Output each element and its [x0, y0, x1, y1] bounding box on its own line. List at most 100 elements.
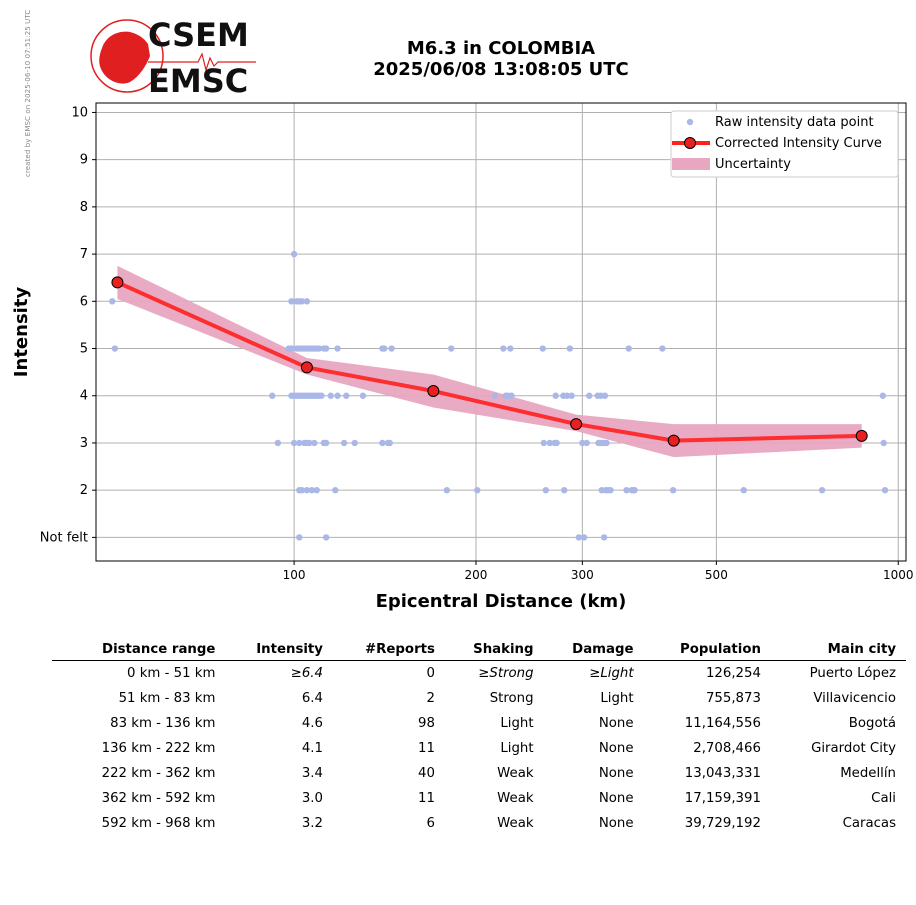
header-reports: #Reports — [332, 640, 445, 661]
row-shaking: Weak — [497, 815, 534, 831]
uncertainty-band-layer — [117, 265, 862, 458]
curve-marker — [111, 276, 124, 289]
header-shaking: Shaking — [444, 640, 544, 661]
row-intensity: 3.2 — [301, 815, 323, 831]
legend-box — [670, 110, 899, 178]
legend-swatch-raw — [686, 118, 694, 126]
y-tick-label: 6 — [80, 294, 88, 309]
row-damage: ≥Light — [589, 665, 634, 681]
raw-data-point — [318, 392, 325, 399]
x-tick-label: 1000 — [883, 568, 914, 582]
raw-data-point — [631, 486, 638, 494]
row-distance-range: 592 km - 968 km — [101, 815, 216, 831]
legend-label-raw: Raw intensity data point — [715, 115, 874, 130]
table-row: 362 km - 592 km 3.0 11 Weak None 17,159,391 Ca… — [52, 786, 906, 811]
row-intensity: 4.6 — [301, 715, 323, 731]
raw-data-point — [563, 392, 571, 399]
table-header-row: Distance range Intensity #Reports Shakin… — [52, 640, 906, 661]
row-population: 39,729,192 — [684, 815, 761, 831]
raw-data-point — [443, 486, 451, 494]
y-tick-label: 2 — [80, 483, 88, 498]
row-damage: None — [598, 765, 634, 781]
raw-data-point — [334, 345, 341, 352]
row-reports: 2 — [426, 690, 435, 706]
row-population: 13,043,331 — [684, 765, 761, 781]
y-tick-label: 5 — [80, 342, 88, 357]
row-shaking: ≥Strong — [478, 665, 534, 681]
raw-data-point — [313, 486, 320, 494]
table-row: 592 km - 968 km 3.2 6 Weak None 39,729,192 Car… — [52, 811, 906, 836]
row-intensity: 3.0 — [301, 790, 323, 806]
logo-text-csem: CSEM — [148, 18, 249, 54]
y-tick-label: 8 — [80, 200, 88, 215]
raw-data-point — [508, 392, 515, 399]
x-axis-label: Epicentral Distance (km) — [376, 591, 627, 612]
raw-data-point — [109, 298, 116, 305]
raw-data-point — [332, 486, 339, 494]
raw-data-point — [308, 486, 316, 494]
raw-data-point — [669, 486, 677, 494]
corrected-curve-layer — [111, 276, 868, 447]
raw-data-point — [290, 250, 298, 258]
raw-data-point — [539, 345, 546, 352]
row-distance-range: 0 km - 51 km — [127, 665, 216, 681]
header-population: Population — [643, 640, 771, 661]
header-damage: Damage — [543, 640, 644, 661]
row-main-city: Caracas — [842, 815, 896, 831]
row-intensity: 6.4 — [301, 690, 323, 706]
raw-data-point — [298, 486, 306, 494]
row-main-city: Bogotá — [848, 715, 896, 731]
emsc-logo: CSEM EMSC — [90, 18, 256, 98]
raw-data-point — [388, 345, 395, 352]
logo-globe — [90, 19, 164, 93]
raw-data-point — [340, 439, 348, 447]
y-tick-label: 3 — [80, 436, 88, 451]
corrected-intensity-curve — [116, 280, 862, 443]
raw-data-point — [322, 534, 330, 541]
raw-data-point — [603, 439, 610, 447]
row-main-city: Villavicencio — [813, 690, 896, 706]
raw-data-point — [111, 345, 119, 352]
raw-data-point — [381, 345, 388, 352]
raw-data-point — [474, 486, 481, 494]
row-main-city: Cali — [871, 790, 896, 806]
intensity-chart: 100 200 300 500 1000 Not felt 2 3 4 5 6 7 8 9 10 Epice… — [11, 102, 914, 612]
logo-text-emsc: EMSC — [148, 62, 248, 98]
raw-data-point — [552, 392, 559, 399]
row-distance-range: 136 km - 222 km — [101, 740, 216, 756]
raw-data-point — [880, 439, 887, 447]
row-damage: None — [598, 790, 634, 806]
row-population: 2,708,466 — [693, 740, 761, 756]
row-reports: 11 — [417, 790, 435, 806]
header-intensity: Intensity — [225, 640, 333, 661]
legend-label-curve: Corrected Intensity Curve — [715, 136, 882, 151]
raw-data-point — [288, 345, 295, 352]
raw-data-point — [322, 439, 330, 447]
raw-data-point — [351, 439, 358, 447]
row-population: 17,159,391 — [684, 790, 761, 806]
raw-data-point — [386, 439, 393, 447]
table-row: 83 km - 136 km 4.6 98 Light None 11,164,556 Bo… — [52, 711, 906, 736]
raw-data-point — [879, 392, 887, 399]
raw-data-point — [448, 345, 455, 352]
logo-seismogram — [148, 52, 256, 73]
title-datetime: 2025/06/08 13:08:05 UTC — [373, 59, 629, 80]
row-shaking: Light — [500, 715, 534, 731]
y-tick-label: 7 — [80, 247, 88, 262]
raw-data-point — [625, 345, 632, 352]
row-shaking: Light — [500, 740, 534, 756]
curve-marker — [427, 385, 440, 398]
raw-data-point — [359, 392, 367, 399]
chart-title: M6.3 in COLOMBIA 2025/06/08 13:08:05 UTC — [300, 38, 702, 80]
raw-data-point — [659, 345, 666, 352]
row-reports: 98 — [417, 715, 435, 731]
row-reports: 0 — [426, 665, 435, 681]
chart-legend: Raw intensity data point Corrected Intens… — [670, 110, 899, 178]
row-distance-range: 222 km - 362 km — [101, 765, 216, 781]
raw-data-point — [315, 345, 323, 352]
raw-data-point — [607, 486, 614, 494]
table-row: 136 km - 222 km 4.1 11 Light None 2,708,466 Gi… — [52, 736, 906, 761]
x-tick-label: 200 — [465, 568, 488, 582]
y-tick-label: Not felt — [40, 530, 88, 545]
raw-data-point — [327, 392, 334, 399]
